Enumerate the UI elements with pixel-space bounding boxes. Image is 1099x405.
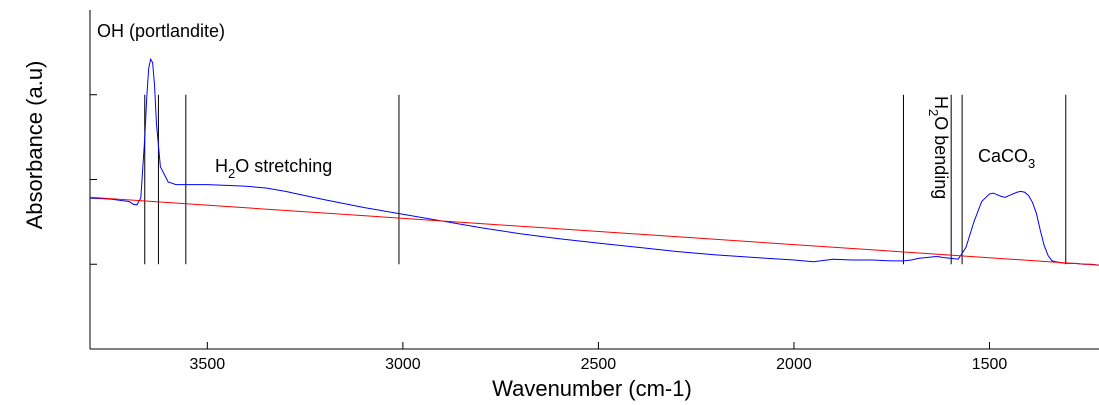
x-tick-label-4: 1500 bbox=[972, 356, 1008, 373]
y-axis-title: Absorbance (a.u) bbox=[22, 61, 47, 230]
x-axis-title: Wavenumber (cm-1) bbox=[492, 376, 692, 401]
x-ticks: 3500 3000 2500 2000 1500 bbox=[190, 342, 1008, 373]
y-ticks bbox=[90, 94, 97, 265]
series-line-1 bbox=[89, 196, 1099, 266]
annotation-h2o-stretching-h: H bbox=[215, 156, 228, 176]
annotation-caco3: CaCO3 bbox=[978, 146, 1035, 171]
annotation-h2o-stretching: H2O stretching bbox=[215, 156, 332, 181]
vertical-markers bbox=[144, 94, 1067, 265]
x-tick-label-3: 2000 bbox=[776, 356, 812, 373]
annotation-caco3-main: CaCO bbox=[978, 146, 1028, 166]
series-group bbox=[89, 57, 1099, 266]
x-tick-label-2: 2500 bbox=[581, 356, 617, 373]
x-tick-label-0: 3500 bbox=[190, 356, 226, 373]
annotation-h2o-bending-h: H bbox=[931, 96, 951, 109]
annotation-h2o-stretching-sub: 2 bbox=[228, 166, 235, 181]
annotation-caco3-sub: 3 bbox=[1028, 156, 1035, 171]
annotation-h2o-bending-sub: 2 bbox=[926, 109, 941, 116]
annotation-h2o-bending: H2O bending bbox=[926, 96, 951, 199]
x-tick-label-1: 3000 bbox=[385, 356, 421, 373]
annotation-h2o-bending-rest: O bending bbox=[931, 116, 951, 199]
annotation-h2o-stretching-rest: O stretching bbox=[235, 156, 332, 176]
annotation-oh-portlandite: OH (portlandite) bbox=[97, 21, 225, 41]
series-line-0 bbox=[89, 57, 1099, 266]
